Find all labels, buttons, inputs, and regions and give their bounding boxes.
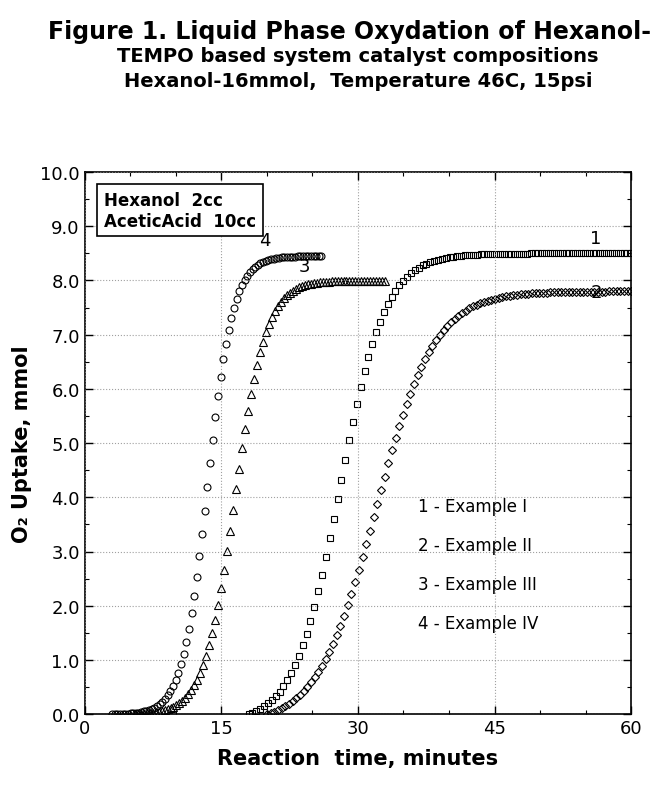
Text: 1 - Example I: 1 - Example I bbox=[417, 498, 526, 516]
Text: 3: 3 bbox=[298, 257, 310, 276]
Text: 4: 4 bbox=[259, 232, 270, 250]
Text: 4 - Example IV: 4 - Example IV bbox=[417, 615, 538, 633]
Text: 3 - Example III: 3 - Example III bbox=[417, 575, 536, 593]
Text: Hexanol-16mmol,  Temperature 46C, 15psi: Hexanol-16mmol, Temperature 46C, 15psi bbox=[124, 72, 592, 91]
Text: Figure 1. Liquid Phase Oxydation of Hexanol-1: Figure 1. Liquid Phase Oxydation of Hexa… bbox=[48, 20, 650, 44]
Text: TEMPO based system catalyst compositions: TEMPO based system catalyst compositions bbox=[117, 47, 598, 66]
Text: 2: 2 bbox=[590, 283, 601, 301]
Text: Hexanol  2cc
AceticAcid  10cc: Hexanol 2cc AceticAcid 10cc bbox=[103, 192, 255, 231]
Text: 2 - Example II: 2 - Example II bbox=[417, 537, 532, 555]
X-axis label: Reaction  time, minutes: Reaction time, minutes bbox=[217, 748, 498, 769]
Text: 1: 1 bbox=[590, 229, 601, 247]
Y-axis label: O₂ Uptake, mmol: O₂ Uptake, mmol bbox=[12, 345, 32, 542]
